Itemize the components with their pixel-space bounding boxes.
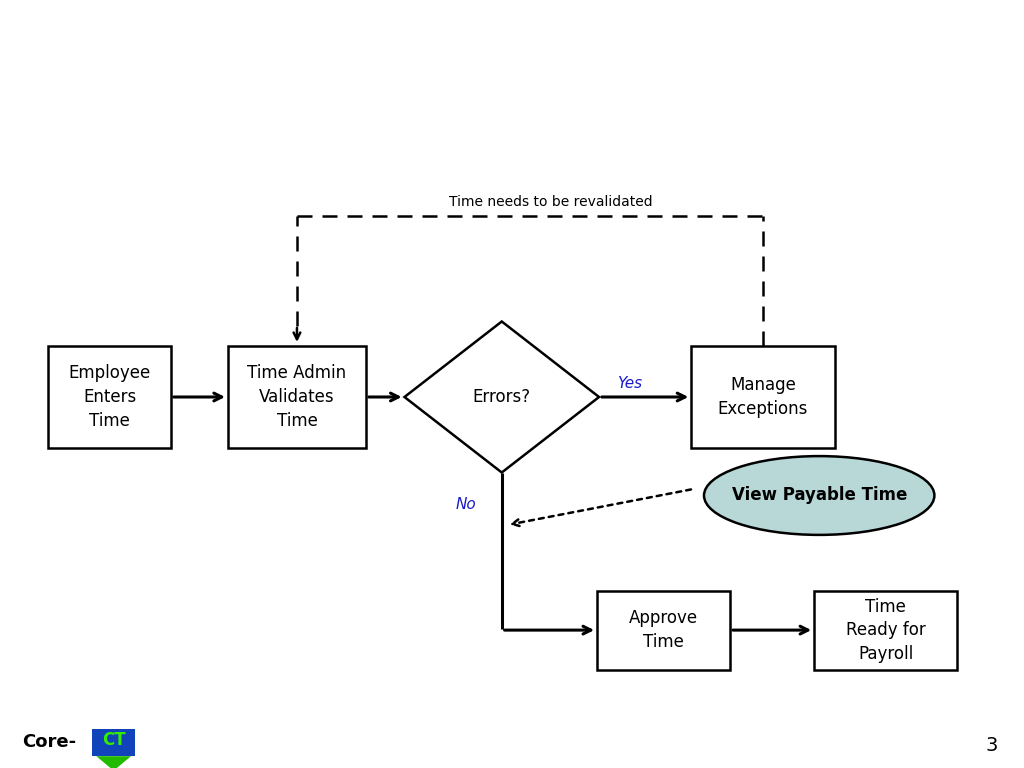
FancyBboxPatch shape <box>92 729 135 756</box>
Text: Employee
Enters
Time: Employee Enters Time <box>69 364 151 429</box>
FancyBboxPatch shape <box>227 346 367 448</box>
FancyBboxPatch shape <box>814 591 957 670</box>
Text: No: No <box>456 497 476 511</box>
Text: Time needs to be revalidated: Time needs to be revalidated <box>449 194 652 209</box>
Text: Core-: Core- <box>23 733 77 751</box>
Text: Manage
Exceptions: Manage Exceptions <box>718 376 808 418</box>
Text: Time Admin
Validates
Time: Time Admin Validates Time <box>248 364 346 429</box>
Polygon shape <box>96 756 131 768</box>
Text: View Payable Time: View Payable Time <box>731 486 907 505</box>
FancyBboxPatch shape <box>691 346 835 448</box>
Polygon shape <box>404 322 599 472</box>
Text: Process Flow - View Payable Time: Process Flow - View Payable Time <box>29 55 608 84</box>
Text: Approve
Time: Approve Time <box>629 609 698 651</box>
Text: CT: CT <box>101 731 126 750</box>
Text: Errors?: Errors? <box>473 388 530 406</box>
Ellipse shape <box>705 456 935 535</box>
Text: Time
Ready for
Payroll: Time Ready for Payroll <box>846 598 926 663</box>
Text: Yes: Yes <box>617 376 643 392</box>
FancyBboxPatch shape <box>597 591 730 670</box>
Text: 3: 3 <box>985 736 997 754</box>
FancyBboxPatch shape <box>48 346 171 448</box>
